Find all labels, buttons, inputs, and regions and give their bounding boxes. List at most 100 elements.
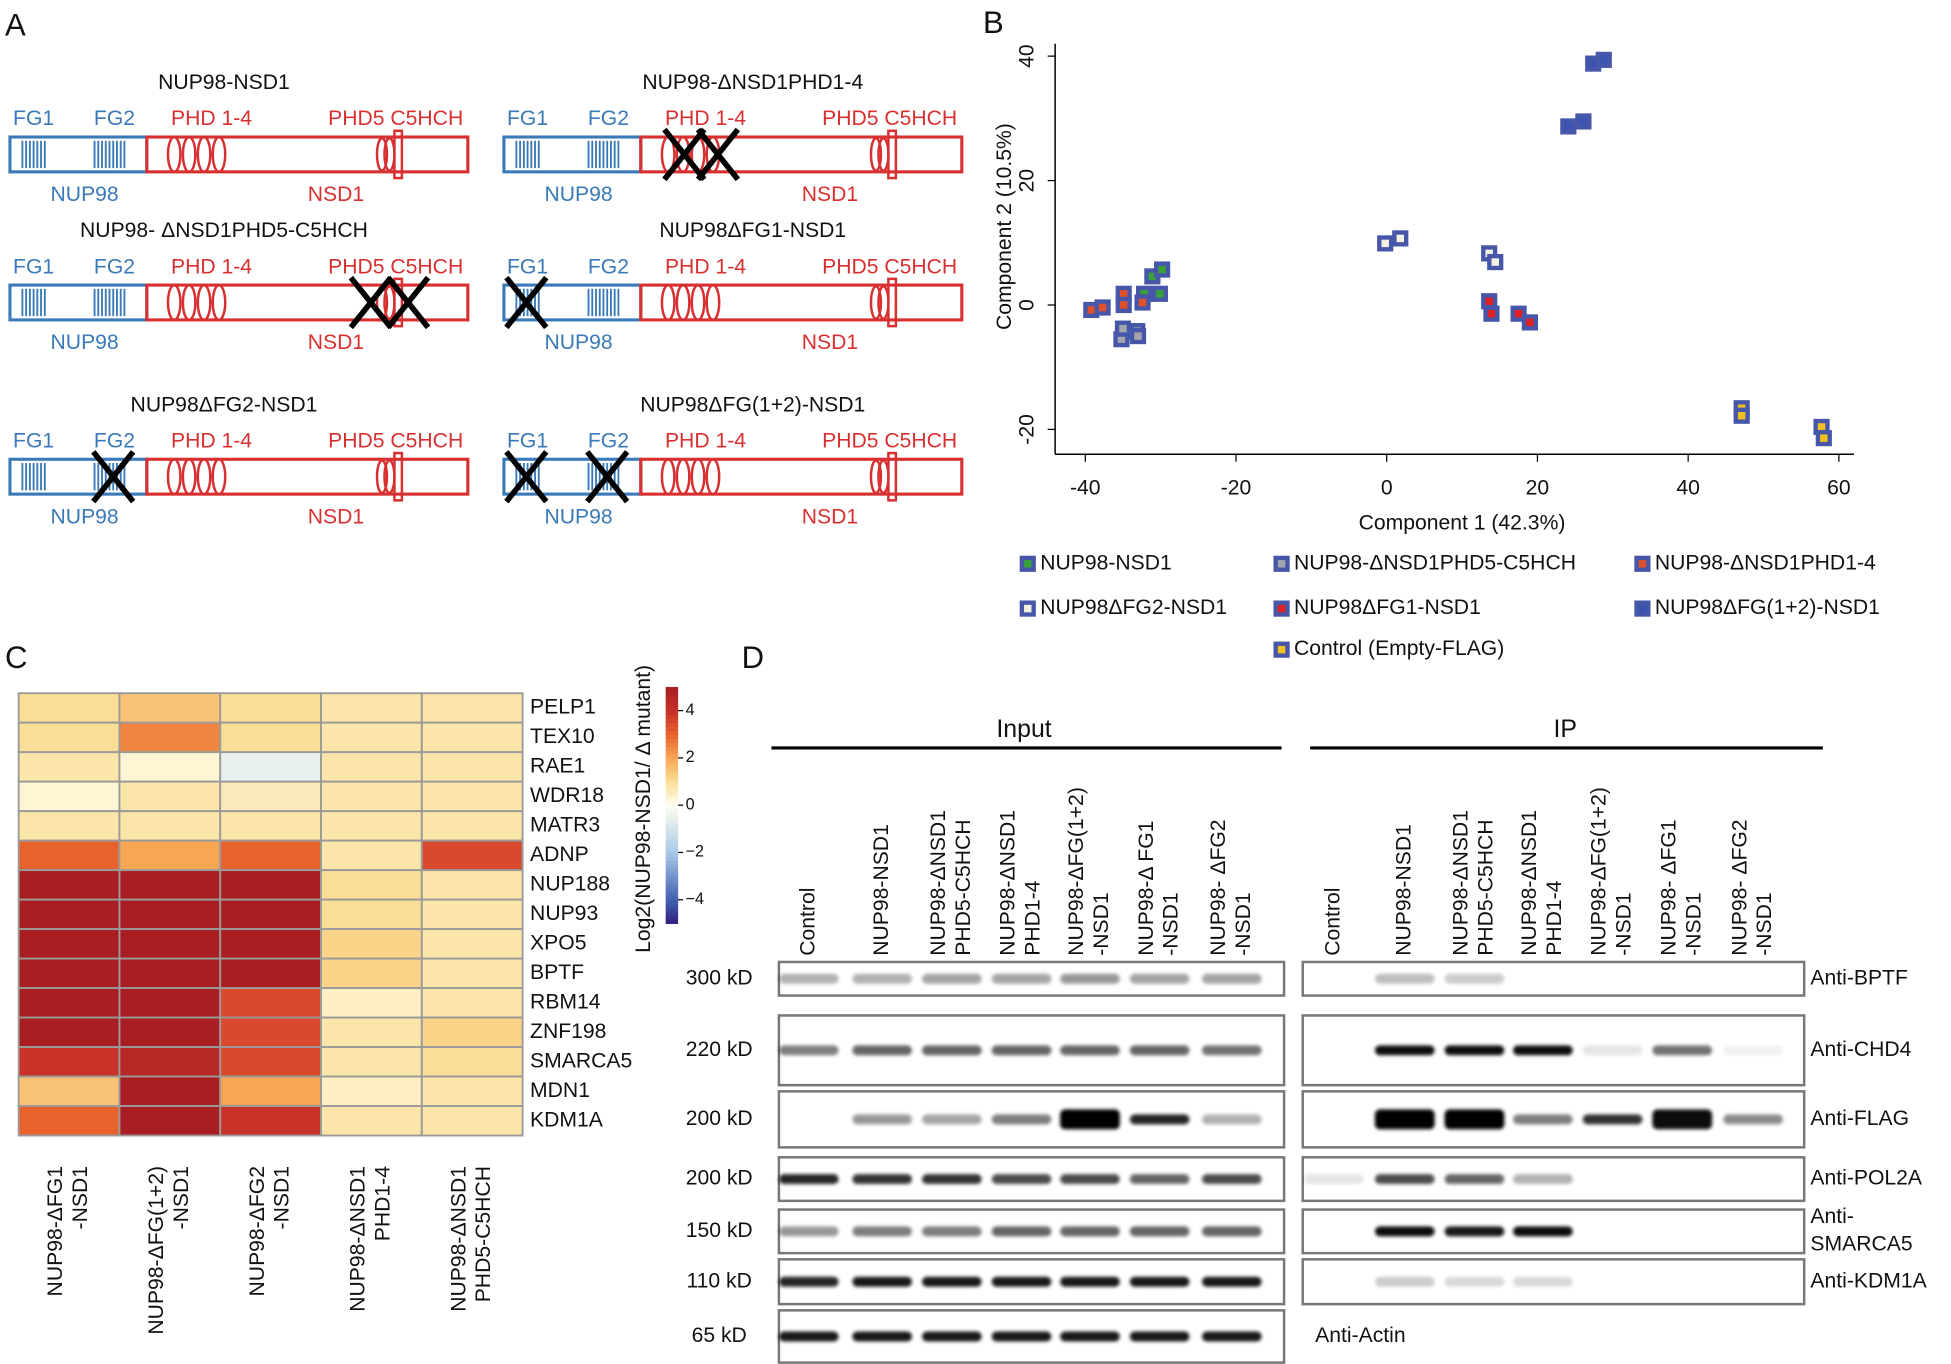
phd-finger — [196, 283, 212, 322]
column-label: NUP98-ΔFG2 — [246, 1166, 269, 1296]
band — [1201, 1114, 1262, 1125]
band — [1513, 1276, 1573, 1287]
colorbar-segment — [665, 903, 679, 909]
marker-inner — [1564, 122, 1573, 131]
marker-inner — [1024, 604, 1032, 613]
colorbar-segment — [665, 891, 679, 897]
antibody-label: Anti-KDM1A — [1810, 1269, 1927, 1292]
band — [991, 1331, 1052, 1342]
colorbar-segment — [665, 915, 679, 921]
heatmap-cell — [118, 928, 222, 960]
domain-label: PHD 1-4 — [665, 429, 746, 452]
band — [1060, 973, 1120, 984]
nsd1-box — [639, 283, 964, 322]
heatmap-cell — [320, 928, 423, 960]
colorbar-segment — [665, 777, 679, 783]
domain-label: PHD5 C5HCH — [328, 255, 463, 278]
heatmap-cell — [420, 810, 524, 842]
colorbar-segment — [665, 848, 679, 854]
heatmap-cell — [320, 987, 423, 1019]
colorbar-segment — [665, 911, 679, 917]
colorbar-segment — [665, 880, 679, 885]
marker-inner — [1277, 645, 1286, 654]
colorbar-segment — [665, 844, 679, 850]
heatmap-cell — [219, 780, 322, 813]
band — [921, 1226, 982, 1237]
row-label: MDN1 — [530, 1079, 590, 1102]
point — [1151, 285, 1168, 302]
x-tick-label: 20 — [1526, 477, 1550, 500]
heatmap-cell — [420, 1075, 524, 1107]
row-label: XPO5 — [530, 931, 586, 954]
band — [1129, 1174, 1190, 1185]
nsd1-box — [145, 283, 470, 322]
heatmap-cell — [320, 869, 423, 901]
point — [1377, 235, 1394, 252]
band — [1513, 1174, 1573, 1185]
phd-finger — [166, 135, 182, 174]
marker-inner — [1514, 309, 1523, 318]
marker-inner — [1087, 306, 1096, 314]
band — [1201, 1226, 1262, 1237]
row-label: PELP1 — [530, 696, 596, 719]
row-label: BPTF — [530, 961, 584, 984]
heatmap-cell — [219, 928, 322, 960]
band — [1513, 1114, 1573, 1125]
band — [1374, 1276, 1435, 1287]
colorbar-segment — [665, 809, 679, 814]
row-label: RBM14 — [530, 990, 601, 1013]
band — [1374, 1226, 1435, 1237]
domain-label: NSD1 — [308, 183, 364, 206]
heatmap-cell — [118, 987, 222, 1019]
heatmap-cell — [17, 1075, 121, 1107]
band — [1513, 1226, 1573, 1237]
lane-label: PHD1-4 — [1543, 880, 1566, 955]
row-label: WDR18 — [530, 784, 604, 807]
legend-label: NUP98ΔFG2-NSD1 — [1040, 596, 1227, 619]
band — [1444, 1109, 1505, 1130]
band — [852, 973, 913, 984]
c5hch — [887, 129, 898, 180]
band — [1201, 1174, 1262, 1185]
band — [1444, 1276, 1505, 1287]
colorbar-segment — [665, 817, 679, 822]
heatmap-cell — [320, 898, 423, 931]
row-label: NUP188 — [530, 872, 610, 895]
band — [778, 1174, 839, 1185]
marker-inner — [1737, 411, 1746, 420]
domain-label: PHD 1-4 — [171, 255, 252, 278]
point — [1575, 113, 1592, 130]
marker-inner — [1600, 56, 1608, 64]
colorbar-segment — [665, 690, 679, 696]
phd-finger — [166, 283, 182, 322]
colorbar-segment — [665, 856, 679, 861]
construct-title: NUP98ΔFG(1+2)-NSD1 — [640, 393, 865, 416]
heatmap-cell — [320, 1105, 423, 1137]
marker-inner — [1817, 423, 1826, 431]
colorbar-segment — [665, 742, 679, 747]
colorbar-segment — [665, 714, 679, 720]
column-label: -NSD1 — [170, 1166, 193, 1229]
lane-label: PHD1-4 — [1022, 880, 1045, 955]
domain-label: PHD5 C5HCH — [822, 107, 957, 130]
point — [1560, 118, 1577, 135]
colorbar-segment — [665, 840, 679, 846]
heatmap-cell — [420, 780, 524, 813]
c5hch — [393, 451, 404, 502]
band — [921, 1331, 982, 1342]
y-tick-label: -20 — [1015, 414, 1038, 445]
heatmap-cell — [17, 721, 121, 754]
band — [921, 973, 982, 984]
heatmap-cell — [420, 692, 524, 724]
colorbar-tick-label: 4 — [686, 701, 695, 719]
legend-label: NUP98-NSD1 — [1040, 551, 1172, 574]
heatmap-cell — [118, 810, 222, 842]
heatmap-cell — [17, 987, 121, 1019]
construct-title: NUP98- ΔNSD1PHD5-C5HCH — [80, 219, 368, 242]
colorbar-segment — [665, 852, 679, 858]
band — [1060, 1109, 1120, 1130]
band — [852, 1331, 913, 1342]
heatmap-cell — [17, 957, 121, 990]
band — [1060, 1174, 1120, 1185]
row-label: ADNP — [530, 843, 589, 866]
